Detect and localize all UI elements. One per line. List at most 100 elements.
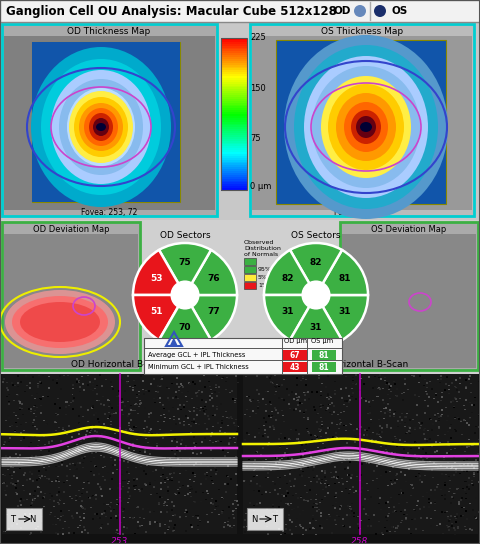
Bar <box>333 457 335 459</box>
Bar <box>432 456 434 458</box>
Bar <box>400 522 402 523</box>
Bar <box>64 521 66 522</box>
Bar <box>136 394 138 395</box>
Bar <box>360 491 361 493</box>
Bar <box>394 464 396 466</box>
Bar <box>101 524 103 525</box>
Bar <box>84 434 87 436</box>
Bar <box>50 454 52 456</box>
Bar <box>96 400 98 401</box>
Bar <box>429 418 431 420</box>
Bar <box>347 467 349 468</box>
Bar <box>275 394 276 395</box>
Bar <box>69 496 71 497</box>
Bar <box>281 458 283 459</box>
Bar <box>416 505 419 506</box>
Bar <box>89 449 91 450</box>
Bar <box>264 433 266 435</box>
Bar <box>53 506 55 508</box>
Bar <box>291 509 293 510</box>
Bar <box>192 472 194 474</box>
Bar <box>329 438 331 440</box>
Bar <box>48 478 50 480</box>
Bar <box>251 512 252 514</box>
Bar <box>441 495 443 496</box>
Bar <box>83 458 85 460</box>
Bar <box>91 496 93 497</box>
Bar <box>235 438 237 440</box>
Bar <box>258 393 260 395</box>
Bar <box>265 448 267 450</box>
Bar <box>325 386 327 388</box>
Bar <box>60 498 62 500</box>
Bar <box>258 428 260 429</box>
Bar <box>367 413 369 414</box>
Bar <box>160 511 163 512</box>
Wedge shape <box>159 295 211 347</box>
Bar <box>305 492 308 493</box>
Bar <box>136 478 138 480</box>
Bar <box>368 401 371 403</box>
Bar <box>382 399 384 401</box>
Bar <box>171 440 173 442</box>
Bar <box>372 514 375 516</box>
Bar <box>216 408 218 410</box>
Bar <box>156 443 158 444</box>
Bar <box>319 431 321 432</box>
Bar <box>324 470 326 472</box>
Bar <box>174 438 176 440</box>
Bar <box>265 514 267 515</box>
Text: OS Horizontal B-Scan: OS Horizontal B-Scan <box>312 360 408 369</box>
Bar <box>380 509 383 510</box>
Bar <box>221 158 247 160</box>
Bar <box>58 466 60 467</box>
Bar <box>98 473 100 475</box>
Bar <box>84 508 86 510</box>
Bar <box>208 407 210 409</box>
Bar <box>6 382 8 384</box>
Bar <box>227 417 228 418</box>
Bar <box>104 426 106 428</box>
Bar <box>38 478 41 479</box>
Bar <box>301 441 303 442</box>
Bar <box>14 463 16 464</box>
Bar <box>365 430 368 431</box>
Bar <box>180 443 182 445</box>
Bar <box>42 497 45 499</box>
Bar <box>272 513 274 514</box>
Bar <box>270 375 272 377</box>
Bar <box>205 401 207 403</box>
Bar <box>58 463 60 465</box>
Bar <box>89 432 91 434</box>
Bar <box>231 514 233 516</box>
Bar <box>158 497 161 498</box>
Bar <box>30 457 32 459</box>
Bar <box>57 475 59 477</box>
Bar <box>423 434 425 435</box>
Bar <box>431 456 432 458</box>
Bar <box>139 450 141 452</box>
Bar <box>393 381 396 382</box>
Bar <box>384 418 385 419</box>
Bar <box>437 484 439 485</box>
Bar <box>79 525 81 527</box>
Bar <box>454 406 456 407</box>
Bar <box>23 430 25 431</box>
Bar <box>368 427 370 429</box>
Bar <box>388 507 390 509</box>
Bar <box>335 432 336 434</box>
Bar <box>275 456 277 458</box>
Bar <box>404 422 406 423</box>
Bar <box>322 405 324 406</box>
Bar <box>222 449 225 450</box>
Bar <box>59 500 61 501</box>
Bar <box>181 385 183 386</box>
Bar <box>289 520 291 521</box>
Bar <box>185 438 187 440</box>
Bar <box>2 483 4 484</box>
Bar <box>72 462 74 464</box>
Bar <box>199 410 201 411</box>
Ellipse shape <box>360 122 372 132</box>
Bar <box>233 525 235 527</box>
Bar <box>98 437 100 438</box>
